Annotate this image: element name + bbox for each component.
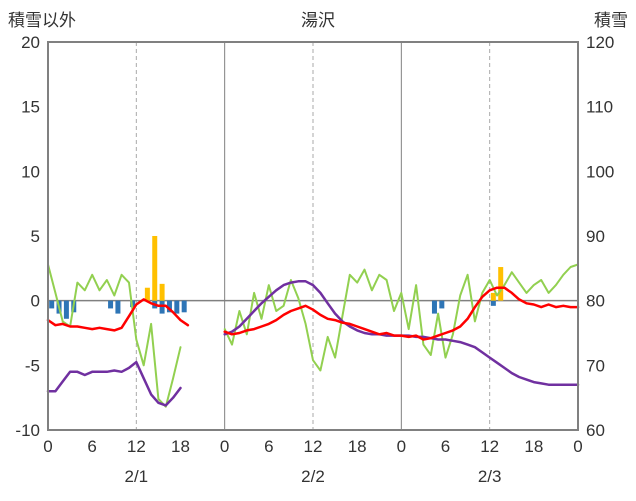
blue-bars (439, 300, 445, 309)
x-axis-tick-label: 18 (171, 437, 190, 456)
x-axis-day-label: 2/1 (125, 467, 149, 486)
x-axis-tick-label: 12 (304, 437, 323, 456)
x-axis-tick-label: 18 (348, 437, 367, 456)
orange-bars (498, 267, 504, 301)
blue-bars (174, 300, 180, 314)
orange-bars (490, 292, 496, 301)
chart-title: 湯沢 (301, 11, 335, 30)
left-axis-tick-label: -5 (25, 356, 40, 375)
right-axis-tick-label: 90 (586, 227, 605, 246)
plot-border (47, 41, 579, 431)
left-axis-tick-label: 10 (21, 162, 40, 181)
blue-bars (115, 300, 121, 314)
orange-bars (144, 287, 150, 301)
orange-bars (159, 283, 165, 301)
right-axis-tick-label: 100 (586, 162, 614, 181)
x-axis-tick-label: 6 (264, 437, 273, 456)
x-axis-tick-label: 6 (87, 437, 96, 456)
right-axis-tick-label: 110 (586, 98, 613, 117)
right-axis-title: 積雪 (594, 11, 628, 30)
blue-bars (159, 300, 165, 314)
blue-bars (63, 300, 69, 319)
blue-bars (181, 300, 187, 313)
right-axis-tick-label: 60 (586, 421, 605, 440)
left-axis-tick-label: 15 (21, 98, 40, 117)
left-axis-title: 積雪以外 (8, 11, 76, 30)
x-axis-day-label: 2/3 (478, 467, 502, 486)
blue-bars (166, 300, 172, 313)
right-axis-tick-label: 80 (586, 292, 605, 311)
left-axis-tick-label: -10 (15, 421, 40, 440)
blue-bars (49, 300, 55, 309)
red-line (46, 286, 580, 341)
right-axis-tick-label: 120 (586, 33, 614, 52)
left-axis-tick-label: 20 (21, 33, 40, 52)
blue-bars (431, 300, 437, 314)
x-axis-tick-label: 0 (43, 437, 52, 456)
x-axis-tick-label: 12 (480, 437, 499, 456)
left-axis-tick-label: 0 (31, 292, 40, 311)
x-axis-tick-label: 6 (441, 437, 450, 456)
x-axis-tick-label: 12 (127, 437, 146, 456)
orange-bars (152, 236, 158, 301)
x-axis-tick-label: 0 (397, 437, 406, 456)
left-axis-tick-label: 5 (31, 227, 40, 246)
x-axis-tick-label: 0 (573, 437, 582, 456)
x-axis-tick-label: 18 (524, 437, 543, 456)
x-axis-tick-label: 0 (220, 437, 229, 456)
blue-bars (108, 300, 114, 309)
blue-bars (490, 300, 496, 306)
right-axis-tick-label: 70 (586, 356, 605, 375)
x-axis-day-label: 2/2 (301, 467, 325, 486)
